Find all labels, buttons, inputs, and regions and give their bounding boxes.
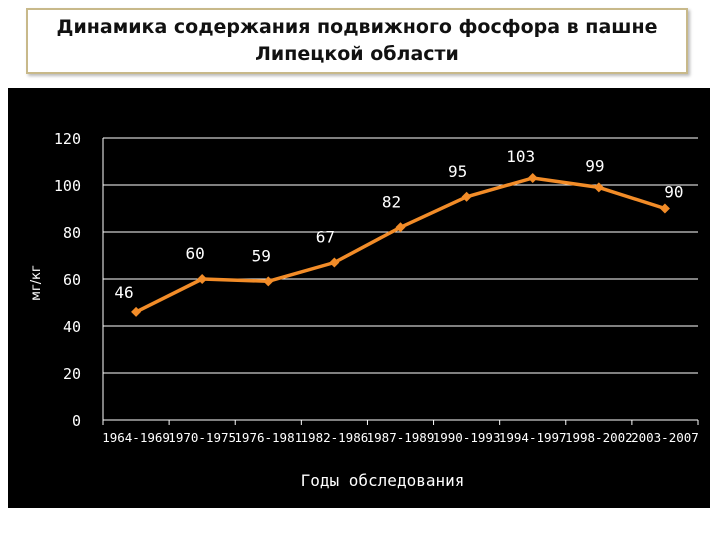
data-label: 99 [585, 156, 604, 175]
chart-title-line-1: Динамика содержания подвижного фосфора в… [56, 16, 658, 38]
x-tick-label: 1976-1981 [234, 430, 302, 445]
data-point [329, 257, 340, 268]
x-tick-label: 1998-2002 [565, 430, 633, 445]
chart-background [8, 88, 710, 508]
x-tick-label: 1987-1989 [367, 430, 435, 445]
x-tick-label: 1990-1993 [433, 430, 501, 445]
axes [102, 138, 699, 425]
data-label: 46 [114, 283, 133, 302]
data-point [659, 203, 670, 214]
y-tick-labels: 0 20 40 60 80 100 120 [54, 130, 81, 430]
data-label: 59 [252, 246, 271, 265]
data-points [131, 172, 670, 317]
data-label: 82 [382, 192, 401, 211]
data-point [527, 172, 538, 183]
y-tick-label: 20 [63, 365, 81, 383]
y-axis-label-line-1: Средневзвешенное содержание Р2О5, [12, 145, 28, 421]
x-tick-label: 1994-1997 [499, 430, 567, 445]
chart-title-line-2: Липецкой области [255, 43, 459, 65]
x-tick-label: 1970-1975 [168, 430, 236, 445]
data-label: 60 [186, 244, 205, 263]
y-tick-label: 80 [63, 224, 81, 242]
data-point [461, 191, 472, 202]
data-label: 67 [316, 228, 335, 247]
line-chart: 0 20 40 60 80 100 120 1964-19691970-19751976-1… [12, 130, 699, 490]
y-tick-label: 0 [72, 412, 81, 430]
data-point [593, 182, 604, 193]
data-labels: 46 60 59 67 82 95 103 99 90 [114, 147, 683, 302]
y-tick-label: 60 [63, 271, 81, 289]
y-axis-label-line-2: мг/кг [29, 265, 44, 301]
y-tick-label: 100 [54, 177, 81, 195]
data-point [197, 274, 208, 284]
y-tick-label: 120 [54, 130, 81, 148]
data-point [395, 222, 406, 233]
x-tick-labels: 1964-19691970-19751976-19811982-19861987… [102, 430, 699, 445]
data-point [131, 306, 142, 317]
data-label: 90 [664, 183, 683, 202]
x-tick-label: 1982-1986 [301, 430, 369, 445]
data-label: 95 [448, 162, 467, 181]
x-axis-label: Годы обследования [301, 471, 465, 490]
data-point [263, 276, 274, 287]
x-tick-label: 1964-1969 [102, 430, 170, 445]
y-tick-label: 40 [63, 318, 81, 336]
x-tick-label: 2003-2007 [631, 430, 699, 445]
data-label: 103 [506, 147, 535, 166]
title-box: Динамика содержания подвижного фосфора в… [26, 8, 688, 74]
